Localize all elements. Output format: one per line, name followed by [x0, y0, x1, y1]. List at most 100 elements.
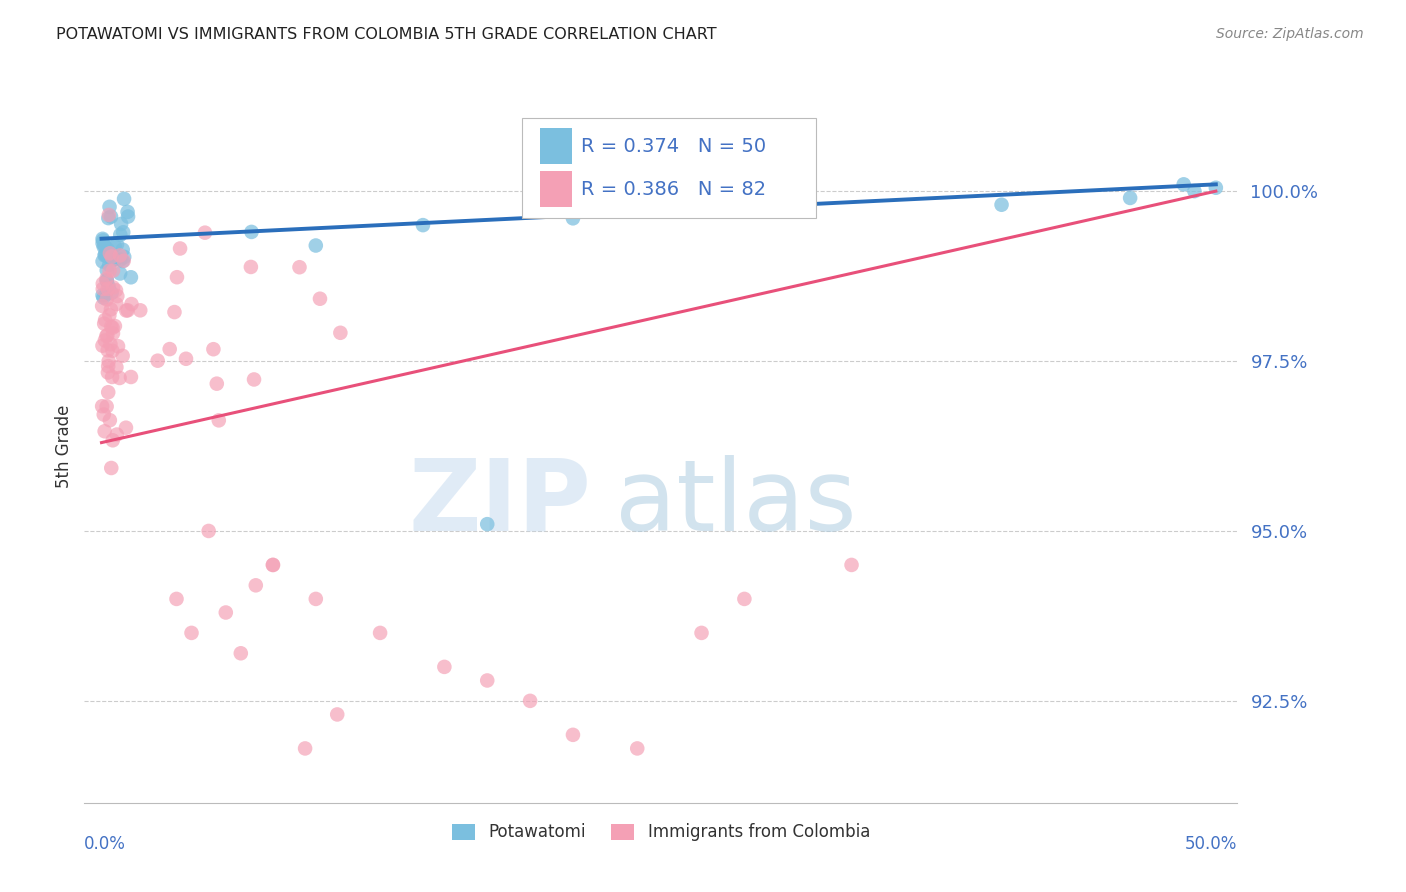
Point: [205, 376, 228, 391]
Point: [129, 303, 152, 318]
Point: [100, 250, 122, 264]
Point: [96, 328, 118, 343]
Point: [98, 246, 121, 260]
Point: [101, 280, 124, 294]
Point: [100, 210, 122, 224]
Point: [329, 326, 352, 340]
Point: [115, 303, 138, 318]
Point: [98, 309, 121, 323]
Point: [108, 267, 131, 281]
Point: [93, 291, 115, 305]
Point: [110, 217, 132, 231]
Point: [93, 424, 115, 438]
Point: [690, 626, 713, 640]
Point: [101, 326, 124, 341]
Point: [326, 707, 349, 722]
Point: [96, 263, 118, 277]
Point: [108, 248, 131, 262]
Point: [97, 282, 120, 296]
Point: [105, 237, 128, 252]
Bar: [540, 171, 572, 207]
Text: 50.0%: 50.0%: [1185, 835, 1237, 853]
Point: [104, 252, 127, 267]
Point: [229, 646, 252, 660]
Point: [477, 517, 499, 532]
Point: [93, 408, 115, 422]
Point: [111, 254, 134, 268]
Point: [93, 248, 115, 262]
Text: atlas: atlas: [614, 455, 856, 551]
Point: [519, 694, 541, 708]
Point: [108, 252, 131, 267]
Point: [98, 200, 121, 214]
Point: [305, 238, 328, 252]
Point: [94, 313, 117, 327]
Point: [91, 299, 114, 313]
Point: [294, 741, 316, 756]
Point: [94, 334, 117, 348]
Point: [91, 233, 114, 247]
Point: [1184, 184, 1206, 198]
Point: [288, 260, 311, 275]
Point: [111, 349, 134, 363]
Point: [101, 343, 124, 358]
Point: [96, 329, 118, 343]
Point: [96, 250, 118, 264]
Point: [626, 741, 648, 756]
Text: R = 0.374   N = 50: R = 0.374 N = 50: [581, 136, 766, 156]
Point: [1119, 191, 1142, 205]
Point: [91, 339, 114, 353]
Point: [97, 359, 120, 373]
Point: [112, 253, 135, 268]
Point: [240, 225, 263, 239]
Point: [100, 302, 122, 317]
Point: [98, 251, 121, 265]
Point: [562, 728, 585, 742]
Point: [105, 427, 128, 442]
Point: [121, 297, 143, 311]
Point: [97, 208, 120, 222]
Point: [96, 271, 118, 285]
Point: [262, 558, 284, 572]
Point: [111, 243, 134, 257]
Point: [96, 400, 118, 414]
Point: [97, 385, 120, 400]
Point: [105, 283, 128, 297]
Point: [97, 366, 120, 380]
Point: [112, 250, 135, 264]
Point: [97, 354, 120, 368]
Point: [96, 248, 118, 262]
Point: [91, 254, 114, 268]
Point: [103, 239, 125, 253]
Point: [104, 318, 127, 333]
Point: [180, 626, 202, 640]
Point: [96, 293, 118, 307]
Point: [194, 226, 217, 240]
Point: [96, 273, 118, 287]
Point: [105, 297, 128, 311]
Point: [94, 247, 117, 261]
Point: [146, 353, 169, 368]
Point: [262, 558, 284, 572]
Point: [239, 260, 262, 274]
Point: [159, 342, 181, 356]
Point: [107, 339, 129, 353]
Point: [368, 626, 391, 640]
Y-axis label: 5th Grade: 5th Grade: [55, 404, 73, 488]
Point: [105, 289, 128, 303]
Point: [990, 198, 1012, 212]
Text: R = 0.386   N = 82: R = 0.386 N = 82: [581, 179, 766, 199]
Point: [197, 524, 219, 538]
Point: [202, 342, 225, 356]
Point: [91, 282, 114, 296]
Point: [1173, 178, 1195, 192]
FancyBboxPatch shape: [523, 118, 817, 218]
Point: [94, 239, 117, 253]
Point: [93, 240, 115, 254]
Bar: [540, 128, 572, 164]
Point: [110, 227, 132, 242]
Point: [97, 243, 120, 257]
Point: [97, 343, 120, 358]
Point: [841, 558, 863, 572]
Point: [115, 420, 138, 434]
